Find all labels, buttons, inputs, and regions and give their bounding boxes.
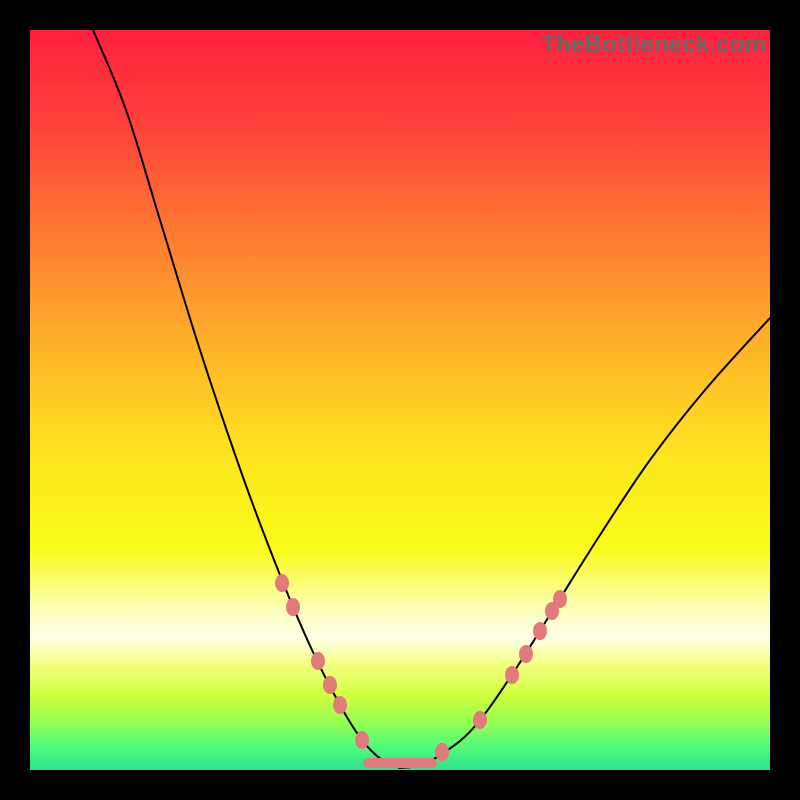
plot-background [30,30,770,770]
watermark-text: TheBottleneck.com [541,31,766,59]
chart-frame: TheBottleneck.com [0,0,800,800]
